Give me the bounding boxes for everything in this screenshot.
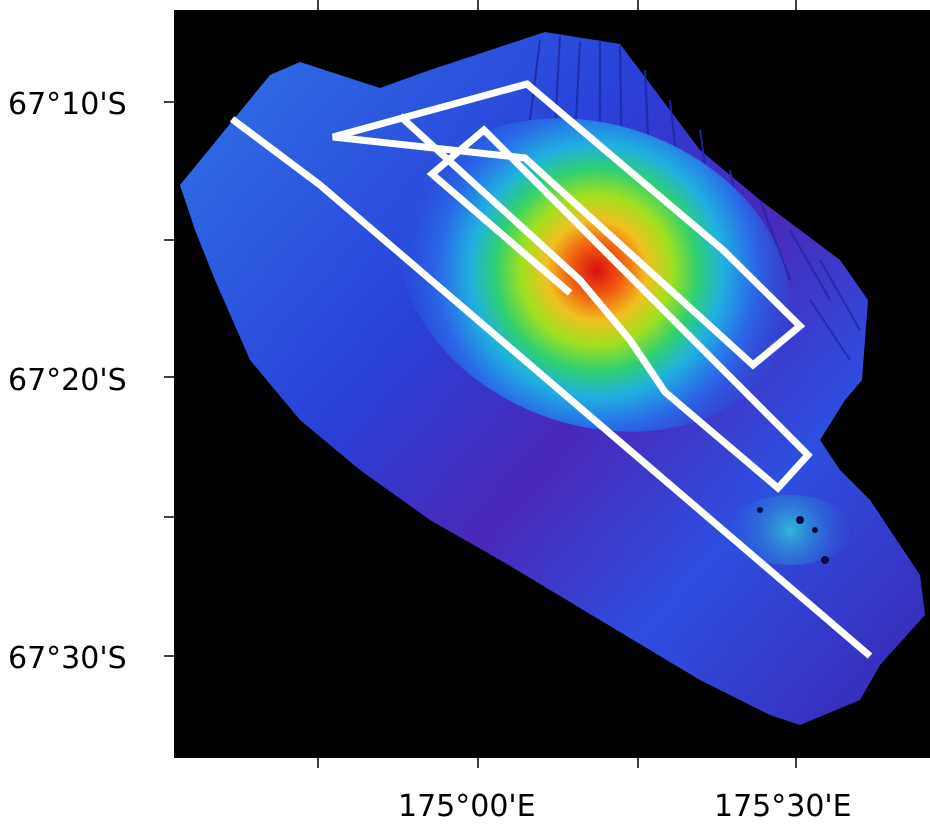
survey-track-middle <box>397 113 813 493</box>
lat-label-1: 67°10'S <box>8 87 127 122</box>
lat-label-3: 67°30'S <box>8 641 127 676</box>
survey-track-long <box>229 116 873 659</box>
survey-tracks <box>229 80 873 659</box>
bathymetry-lows <box>757 507 829 564</box>
lon-label-2: 175°30'E <box>714 789 852 824</box>
seamount-high <box>400 118 790 432</box>
survey-box-north <box>332 80 806 370</box>
lat-label-2: 67°20'S <box>8 363 127 398</box>
axis-ticks <box>164 101 797 768</box>
lon-label-1: 175°00'E <box>398 789 536 824</box>
